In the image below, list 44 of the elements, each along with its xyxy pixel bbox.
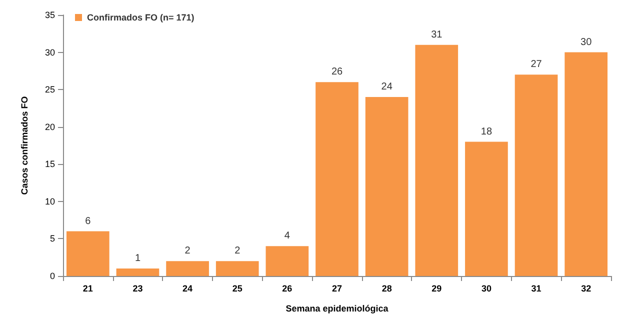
y-tick-label: 0: [50, 271, 55, 281]
data-label: 18: [480, 126, 492, 138]
y-tick-label: 20: [44, 122, 55, 132]
x-tick-label: 30: [481, 284, 492, 294]
y-tick-label: 25: [44, 84, 55, 95]
x-tick-label: 24: [182, 284, 193, 294]
x-axis-title: Semana epidemiológica: [286, 304, 390, 314]
bar: [316, 82, 358, 276]
bar: [365, 97, 408, 276]
x-tick-label: 32: [581, 284, 592, 294]
data-label: 6: [85, 216, 92, 227]
bar: [465, 142, 508, 276]
bar: [266, 246, 309, 276]
x-tick-label: 26: [282, 284, 292, 294]
data-label: 30: [580, 36, 592, 48]
data-label: 1: [134, 253, 141, 264]
x-tick-label: 28: [382, 284, 392, 294]
x-tick-label: 31: [531, 284, 542, 294]
data-label: 31: [431, 29, 443, 40]
bar: [564, 52, 608, 276]
legend-label: Confirmados FO (n= 171): [87, 12, 194, 22]
bar: [216, 261, 259, 276]
data-label: 2: [234, 246, 241, 257]
bar: [166, 261, 209, 276]
data-label: 4: [284, 230, 290, 242]
bar: [116, 268, 160, 276]
y-tick-label: 30: [44, 47, 55, 58]
data-label: 27: [530, 59, 542, 70]
bar: [66, 231, 110, 276]
bar: [415, 44, 458, 276]
bar: [514, 74, 558, 276]
y-tick-label: 10: [44, 196, 55, 206]
x-tick-label: 23: [132, 284, 143, 294]
y-tick-label: 15: [44, 159, 55, 170]
y-tick-label: 35: [44, 10, 55, 20]
data-label: 26: [331, 66, 343, 78]
x-tick-label: 27: [332, 284, 342, 294]
y-tick-label: 5: [50, 234, 55, 244]
x-tick-label: 21: [82, 284, 93, 294]
x-tick-label: 25: [232, 284, 242, 294]
data-label: 24: [381, 82, 393, 93]
data-label: 2: [184, 246, 191, 257]
x-tick-label: 29: [432, 284, 442, 294]
y-axis-title: Casos confirmados FO: [20, 96, 30, 195]
